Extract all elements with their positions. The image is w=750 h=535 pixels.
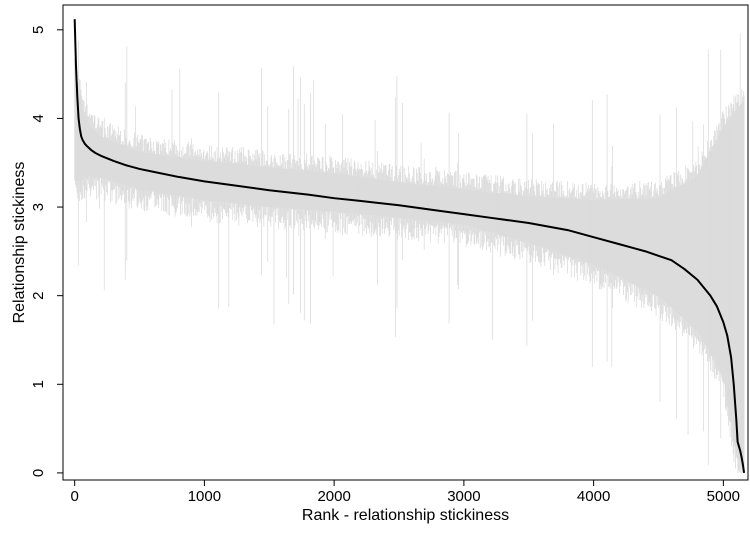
y-axis-ticks: 0 1 2 3 4 5 <box>30 26 63 477</box>
y-tick-label: 5 <box>30 26 47 34</box>
x-tick-label: 3000 <box>447 488 480 505</box>
x-tick-label: 4000 <box>577 488 610 505</box>
x-tick-label: 5000 <box>707 488 740 505</box>
x-axis-ticks: 0 1000 2000 3000 4000 5000 <box>71 480 740 505</box>
point-estimate-layer <box>73 19 746 474</box>
y-tick-label: 4 <box>30 114 47 122</box>
x-tick-label: 2000 <box>317 488 350 505</box>
x-axis-title: Rank - relationship stickiness <box>302 507 509 524</box>
y-axis-title: Relationship stickiness <box>11 162 28 324</box>
y-tick-label: 3 <box>30 203 47 211</box>
confidence-band-layer <box>74 33 745 473</box>
x-tick-label: 1000 <box>188 488 221 505</box>
y-tick-label: 2 <box>30 291 47 299</box>
point-estimate-line <box>73 19 746 474</box>
plot-frame <box>62 4 749 481</box>
x-tick-label: 0 <box>71 488 79 505</box>
y-tick-label: 0 <box>30 469 47 477</box>
y-tick-label: 1 <box>30 380 47 388</box>
